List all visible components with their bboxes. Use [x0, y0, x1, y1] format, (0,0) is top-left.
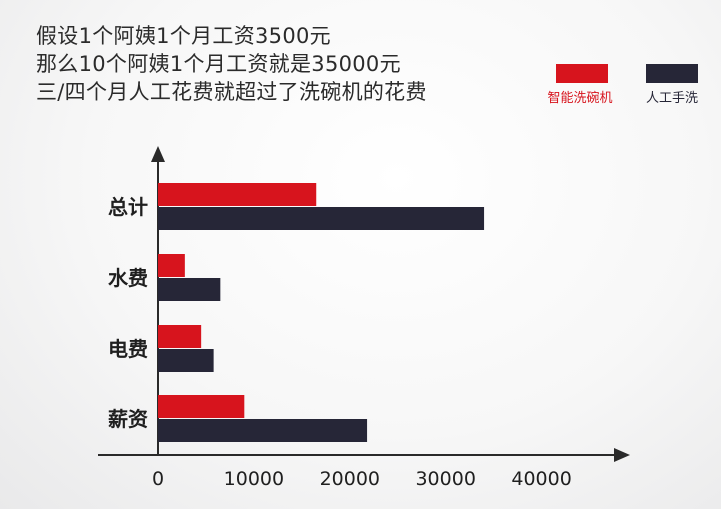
headline-line-3: 三/四个月人工花费就超过了洗碗机的花费 [36, 80, 427, 104]
category-label: 薪资 [108, 407, 148, 431]
legend-label-1: 人工手洗 [646, 91, 698, 106]
headline: 假设1个阿姨1个月工资3500元 那么10个阿姨1个月工资就是35000元 三/… [36, 22, 427, 106]
x-axis-arrow-icon [614, 448, 630, 462]
x-tick-label: 10000 [224, 468, 284, 490]
legend-label-0: 智能洗碗机 [547, 90, 612, 106]
y-axis-arrow-icon [151, 146, 165, 162]
bar-dishwasher-2 [158, 325, 202, 348]
bar-manual-2 [158, 349, 214, 372]
bar-manual-0 [158, 207, 485, 230]
x-tick-label: 30000 [415, 468, 475, 490]
bar-manual-3 [158, 419, 368, 442]
bar-dishwasher-1 [158, 254, 185, 277]
headline-line-2: 那么10个阿姨1个月工资就是35000元 [36, 52, 401, 76]
category-label: 总计 [108, 195, 148, 219]
bar-dishwasher-0 [158, 183, 317, 206]
legend-swatch-1 [646, 64, 698, 83]
category-label: 电费 [108, 337, 148, 361]
x-tick-label: 0 [152, 468, 164, 490]
bar-dishwasher-3 [158, 395, 245, 418]
legend-swatch-0 [556, 64, 608, 83]
category-label: 水费 [108, 266, 148, 290]
headline-line-1: 假设1个阿姨1个月工资3500元 [36, 24, 331, 48]
bar-manual-1 [158, 278, 221, 301]
x-tick-label: 20000 [320, 468, 380, 490]
x-tick-label: 40000 [511, 468, 571, 490]
